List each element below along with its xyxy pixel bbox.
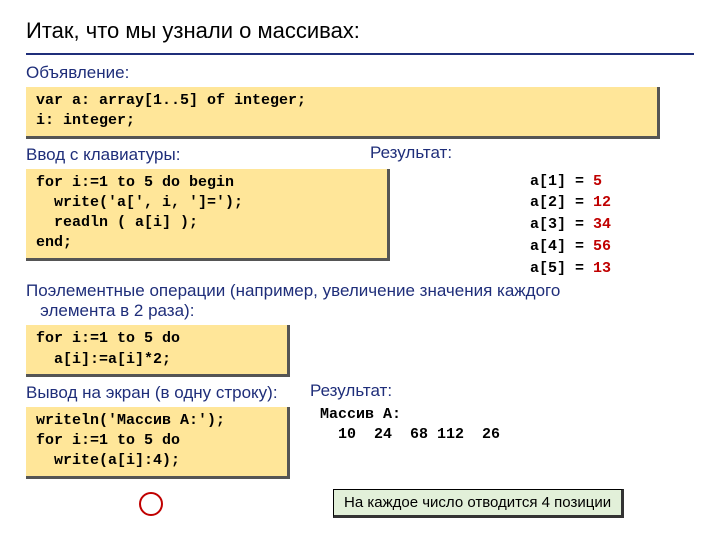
code-output: writeln('Массив A:'); for i:=1 to 5 do w… xyxy=(26,407,290,479)
result-key: a[4] = xyxy=(530,238,593,255)
page-title: Итак, что мы узнали о массивах: xyxy=(0,0,720,50)
section-declare: Объявление: xyxy=(0,61,720,85)
section-output: Вывод на экран (в одну строку): xyxy=(0,381,310,405)
result-value: 56 xyxy=(593,238,611,255)
result-line: a[5] = 13 xyxy=(530,258,720,280)
result-key: a[5] = xyxy=(530,260,593,277)
output-array-values: 10 24 68 112 26 xyxy=(320,425,720,445)
result-line: a[3] = 34 xyxy=(530,214,720,236)
result-line: a[1] = 5 xyxy=(530,171,720,193)
result-value: 5 xyxy=(593,173,602,190)
output-results: Массив A: 10 24 68 112 26 xyxy=(320,405,720,446)
result-label-1: Результат: xyxy=(360,143,720,163)
section-elementwise: Поэлементные операции (например, увеличе… xyxy=(0,279,720,323)
input-results: a[1] = 5a[2] = 12a[3] = 34a[4] = 56a[5] … xyxy=(410,167,720,280)
code-declare: var a: array[1..5] of integer; i: intege… xyxy=(26,87,660,139)
result-key: a[1] = xyxy=(530,173,593,190)
code-elementwise: for i:=1 to 5 do a[i]:=a[i]*2; xyxy=(26,325,290,377)
result-label-2: Результат: xyxy=(310,381,720,401)
result-line: a[4] = 56 xyxy=(530,236,720,258)
result-key: a[3] = xyxy=(530,216,593,233)
result-value: 13 xyxy=(593,260,611,277)
output-array-title: Массив A: xyxy=(320,405,720,425)
section-input: Ввод с клавиатуры: xyxy=(0,143,360,167)
title-rule xyxy=(26,53,694,55)
result-line: a[2] = 12 xyxy=(530,192,720,214)
callout-note: На каждое число отводится 4 позиции xyxy=(333,489,624,518)
result-value: 34 xyxy=(593,216,611,233)
code-input: for i:=1 to 5 do begin write('a[', i, ']… xyxy=(26,169,390,261)
highlight-ring xyxy=(139,492,163,516)
result-value: 12 xyxy=(593,194,611,211)
result-key: a[2] = xyxy=(530,194,593,211)
